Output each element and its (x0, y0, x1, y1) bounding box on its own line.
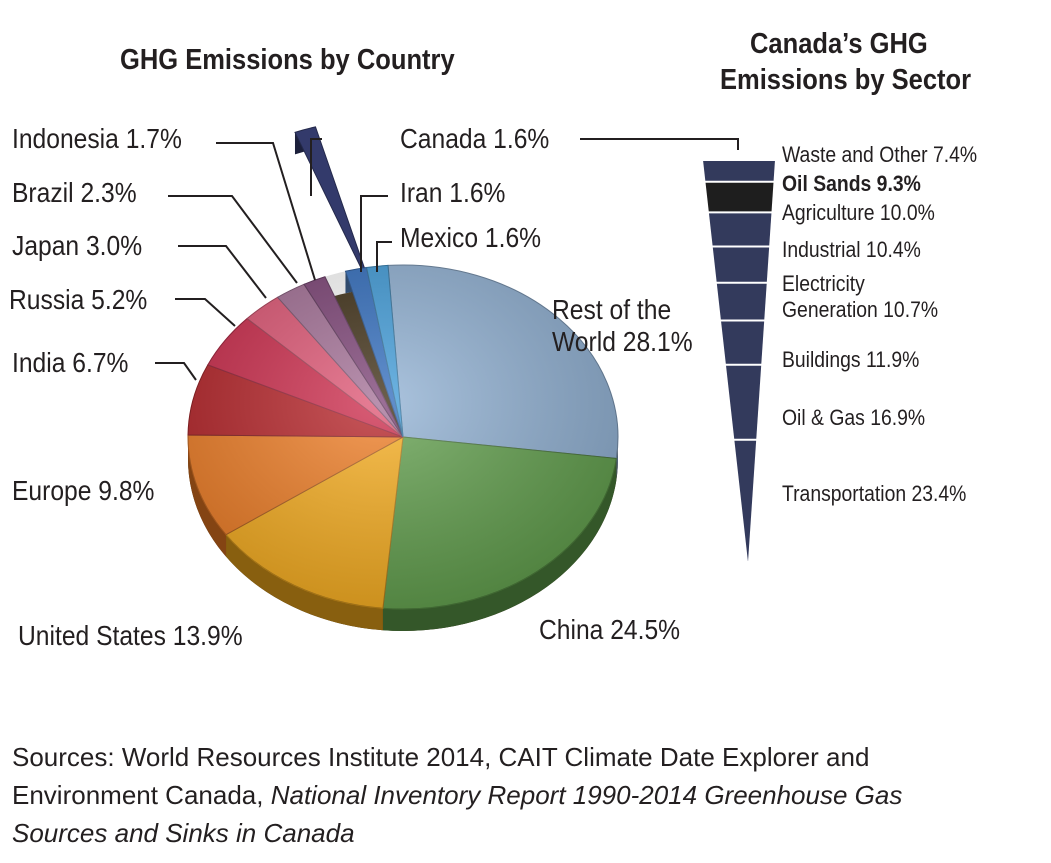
funnel-band-transportation (734, 440, 757, 561)
sector-label-electricity-1: Electricity (782, 271, 865, 296)
pie-slice-china (382, 436, 617, 610)
funnel-title-line2: Emissions by Sector (720, 64, 972, 96)
pie-label-japan: Japan 3.0% (12, 230, 143, 261)
sources-line1: Sources: World Resources Institute 2014,… (12, 742, 870, 772)
funnel-band-oil-sands (705, 182, 774, 212)
sources-line2-italic: National Inventory Report 1990-2014 Gree… (270, 780, 903, 810)
pie-label-europe: Europe 9.8% (12, 475, 155, 506)
pie-label-mexico: Mexico 1.6% (400, 222, 542, 253)
sources-line3: Sources and Sinks in Canada (12, 814, 1042, 852)
sector-label-oil-sands: Oil Sands 9.3% (782, 171, 921, 196)
pie-label-iran: Iran 1.6% (400, 177, 506, 208)
leader-iran (360, 195, 388, 272)
sources-line3-italic: Sources and Sinks in Canada (12, 818, 355, 848)
pie-label-indonesia: Indonesia 1.7% (12, 123, 182, 154)
funnel-title-line1: Canada’s GHG (750, 28, 928, 60)
sources-line2: Environment Canada, National Inventory R… (12, 776, 1042, 814)
pie-label-united-states: United States 13.9% (18, 620, 243, 651)
leader-lines (155, 138, 739, 381)
leader-indonesia (216, 142, 316, 281)
pie-title: GHG Emissions by Country (120, 44, 455, 76)
pie-slice-canada (294, 126, 374, 293)
pie-label-canada: Canada 1.6% (400, 123, 550, 154)
leader-russia (175, 298, 236, 327)
pie-label-russia: Russia 5.2% (9, 284, 148, 315)
sector-label-buildings: Buildings 11.9% (782, 347, 920, 372)
leader-mexico (376, 241, 392, 272)
leader-canada-arrow (310, 138, 322, 196)
sector-label-electricity-2: Generation 10.7% (782, 297, 939, 322)
pie-label-india: India 6.7% (12, 347, 129, 378)
funnel-band-electricity-generation (716, 283, 767, 320)
sector-label-industrial: Industrial 10.4% (782, 237, 921, 262)
pie-label-rest-of-world: Rest of the World 28.1 (552, 294, 709, 358)
sector-label-waste: Waste and Other 7.4% (782, 142, 978, 167)
leader-brazil (168, 195, 298, 284)
sector-label-transportation: Transportation 23.4% (782, 481, 967, 506)
leader-canada (580, 138, 739, 150)
leader-india (155, 362, 197, 381)
funnel-band-waste-and-other (703, 161, 775, 181)
pie-label-china: China 24.5% (539, 614, 681, 645)
sources-note: Sources: World Resources Institute 2014,… (12, 738, 1042, 852)
pie-label-brazil: Brazil 2.3% (12, 177, 137, 208)
funnel-band-industrial (712, 247, 770, 282)
sector-label-oil-gas: Oil & Gas 16.9% (782, 405, 926, 430)
rest-of-world-value: 28.1 (623, 326, 693, 357)
funnel-band-oil-gas (726, 365, 762, 439)
leader-japan (178, 245, 267, 299)
sector-label-agriculture: Agriculture 10.0% (782, 200, 935, 225)
funnel-band-agriculture (708, 213, 772, 246)
rest-of-world-name: Rest of the World (552, 294, 672, 357)
sources-line2-plain: Environment Canada, (12, 780, 271, 810)
funnel-band-buildings (721, 321, 765, 364)
sector-funnel (703, 161, 775, 561)
